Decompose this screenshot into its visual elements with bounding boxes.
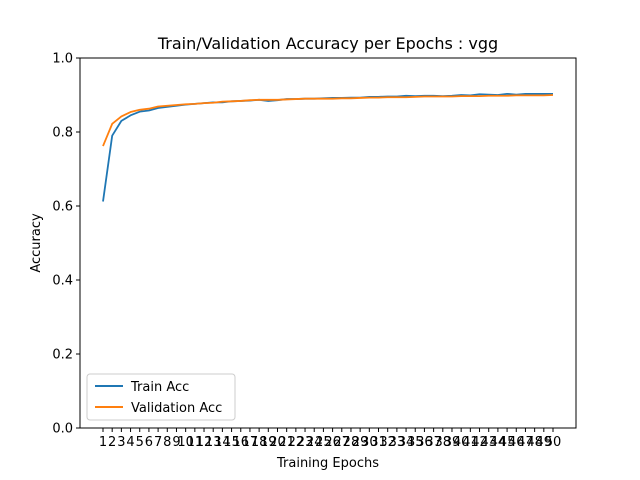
x-tick-label: 5 (136, 435, 144, 450)
x-tick-label: 35 (407, 435, 424, 450)
x-tick-label: 1 (99, 435, 107, 450)
x-tick-label: 49 (536, 435, 553, 450)
x-tick-label: 30 (361, 435, 378, 450)
x-tick-label: 37 (425, 435, 442, 450)
x-tick-label: 27 (334, 435, 351, 450)
x-tick-label: 46 (508, 435, 525, 450)
x-tick-label: 4 (126, 435, 134, 450)
x-tick-label: 18 (251, 435, 268, 450)
x-tick-label: 43 (480, 435, 497, 450)
y-axis: 0.0 0.2 0.4 0.6 0.8 1.0 (52, 52, 80, 437)
legend-label-train-acc: Train Acc (130, 380, 189, 395)
legend-box (86, 373, 236, 421)
x-tick-label: 38 (435, 435, 452, 450)
x-tick-label: 10 (177, 435, 194, 450)
x-tick-label: 47 (517, 435, 534, 450)
x-tick-label: 29 (352, 435, 369, 450)
x-tick-label: 11 (187, 435, 204, 450)
legend: Train Acc Validation Acc (86, 373, 236, 421)
y-axis-label: Accuracy (29, 213, 44, 273)
x-tick-label: 12 (196, 435, 213, 450)
x-tick-label: 16 (232, 435, 249, 450)
y-tick-label: 0.4 (52, 274, 73, 289)
x-tick-label: 8 (163, 435, 171, 450)
x-tick-label: 50 (545, 435, 562, 450)
y-tick-label: 0.0 (52, 422, 73, 437)
x-tick-label: 17 (242, 435, 259, 450)
x-tick-label: 45 (499, 435, 516, 450)
y-tick-label: 1.0 (52, 52, 73, 67)
x-tick-label: 22 (288, 435, 305, 450)
x-tick-label: 28 (343, 435, 360, 450)
x-tick-label: 26 (324, 435, 341, 450)
x-tick-label: 21 (278, 435, 295, 450)
x-tick-label: 42 (471, 435, 488, 450)
series-line-validation-acc (102, 94, 554, 147)
x-tick-label: 9 (172, 435, 180, 450)
x-tick-label: 32 (379, 435, 396, 450)
y-tick-label: 0.6 (52, 200, 73, 215)
axes-frame (79, 57, 577, 429)
x-tick-label: 3 (117, 435, 125, 450)
x-tick-label: 31 (370, 435, 387, 450)
x-axis-label: Training Epochs (276, 456, 379, 471)
x-tick-label: 33 (389, 435, 406, 450)
x-tick-label: 6 (145, 435, 153, 450)
x-tick-label: 7 (154, 435, 162, 450)
x-tick-label: 23 (297, 435, 314, 450)
legend-label-validation-acc: Validation Acc (131, 401, 222, 416)
x-tick-label: 14 (214, 435, 231, 450)
x-tick-label: 19 (260, 435, 277, 450)
chart-title: Train/Validation Accuracy per Epochs : v… (157, 34, 498, 53)
x-tick-label: 15 (223, 435, 240, 450)
x-tick-label: 34 (398, 435, 415, 450)
x-tick-label: 41 (462, 435, 479, 450)
x-tick-label: 40 (453, 435, 470, 450)
x-tick-label: 44 (490, 435, 507, 450)
x-tick-label: 20 (269, 435, 286, 450)
y-tick-label: 0.8 (52, 126, 73, 141)
x-tick-label: 24 (306, 435, 323, 450)
x-axis: 1 2 3 4 5 6 7 8 91011121314151617181920212223242… (99, 428, 561, 450)
y-tick-label: 0.2 (52, 348, 73, 363)
x-tick-label: 39 (444, 435, 461, 450)
x-tick-label: 36 (416, 435, 433, 450)
plot-area (102, 92, 554, 202)
x-tick-label: 25 (315, 435, 332, 450)
x-tick-label: 48 (526, 435, 543, 450)
x-tick-label: 2 (108, 435, 116, 450)
x-tick-label: 13 (205, 435, 222, 450)
